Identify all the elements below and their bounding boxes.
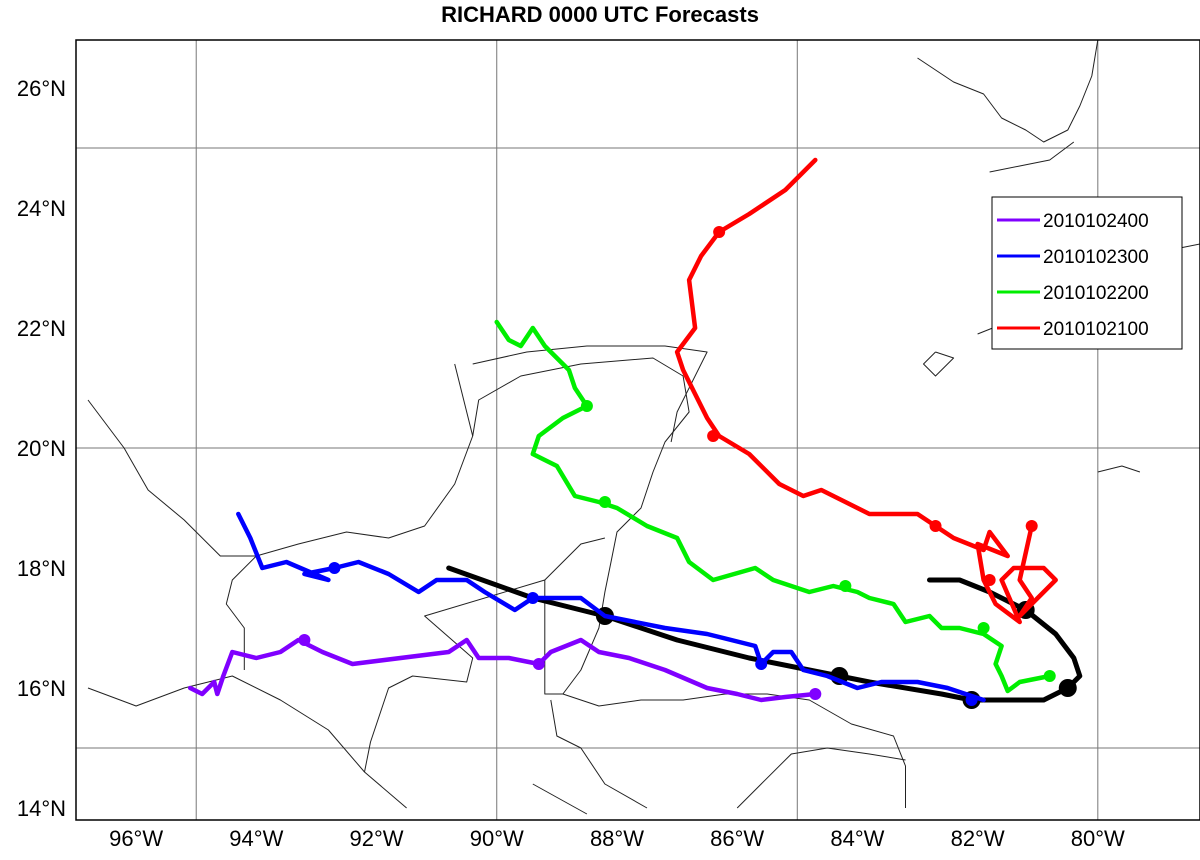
y-tick-label: 26°N	[17, 76, 66, 101]
x-tick-label: 88°W	[590, 826, 644, 851]
plot-frame	[75, 39, 1200, 821]
x-tick-label: 92°W	[350, 826, 404, 851]
forecast-2010102400-line	[187, 637, 818, 703]
country-border	[736, 747, 906, 809]
y-tick-label: 14°N	[17, 796, 66, 821]
forecast-2010102200-marker	[598, 496, 611, 508]
forecast-2010102400-marker	[298, 634, 311, 646]
country-border	[472, 345, 708, 443]
country-border	[225, 555, 257, 670]
forecast-2010102300-marker	[328, 562, 341, 574]
best-track-marker	[1058, 679, 1077, 697]
legend-box	[991, 196, 1183, 350]
florida-coast	[917, 40, 1099, 143]
x-tick-label: 80°W	[1071, 826, 1125, 851]
forecast-2010102100-line	[674, 157, 1058, 625]
country-border	[454, 363, 474, 437]
x-tick-label: 84°W	[830, 826, 884, 851]
legend-label: 2010102100	[1043, 319, 1149, 340]
coastline	[87, 357, 906, 808]
forecast-2010102300-line	[236, 511, 986, 703]
forecast-2010102100-marker	[1025, 520, 1038, 532]
forecast-2010102400-marker	[532, 658, 545, 670]
country-border	[544, 537, 606, 581]
country-border	[532, 783, 588, 815]
forecast-2010102100-marker	[707, 430, 720, 442]
country-border	[550, 699, 648, 809]
x-tick-label: 90°W	[470, 826, 524, 851]
florida-keys	[989, 141, 1075, 173]
y-tick-label: 20°N	[17, 436, 66, 461]
forecast-2010102100-marker	[713, 226, 726, 238]
coastline	[87, 675, 407, 809]
country-border	[364, 579, 563, 773]
x-tick-label: 86°W	[710, 826, 764, 851]
y-tick-label: 24°N	[17, 196, 66, 221]
forecast-2010102300-marker	[526, 592, 539, 604]
cayman-islands	[1097, 465, 1141, 473]
y-tick-label: 22°N	[17, 316, 66, 341]
forecast-2010102200-line	[494, 319, 1052, 694]
x-tick-label: 82°W	[951, 826, 1005, 851]
y-tick-label: 16°N	[17, 676, 66, 701]
lat-lon-grid	[76, 40, 1200, 820]
forecast-2010102200-marker	[580, 400, 593, 412]
forecast-2010102200-marker	[1043, 670, 1056, 682]
forecast-2010102100-marker	[983, 574, 996, 586]
legend: 2010102400 2010102300 2010102200 2010102100	[991, 196, 1183, 350]
isla-de-la-juventud	[923, 351, 955, 377]
forecast-2010102300-marker	[755, 658, 768, 670]
x-tick-label: 94°W	[229, 826, 283, 851]
y-tick-label: 18°N	[17, 556, 66, 581]
axis-ticks: 96°W 94°W 92°W 90°W 88°W 86°W 84°W 82°W 80°W 14°N…	[17, 76, 1125, 851]
legend-label: 2010102400	[1043, 211, 1149, 232]
legend-label: 2010102200	[1043, 283, 1149, 304]
x-tick-label: 96°W	[109, 826, 163, 851]
forecast-tracks	[187, 157, 1083, 709]
forecast-2010102100-marker	[929, 520, 942, 532]
forecast-2010102200-marker	[839, 580, 852, 592]
forecast-2010102200-marker	[977, 622, 990, 634]
chart-title: RICHARD 0000 UTC Forecasts	[441, 2, 759, 27]
forecast-2010102300-marker	[965, 694, 978, 706]
legend-label: 2010102300	[1043, 247, 1149, 268]
forecast-2010102400-marker	[809, 688, 822, 700]
